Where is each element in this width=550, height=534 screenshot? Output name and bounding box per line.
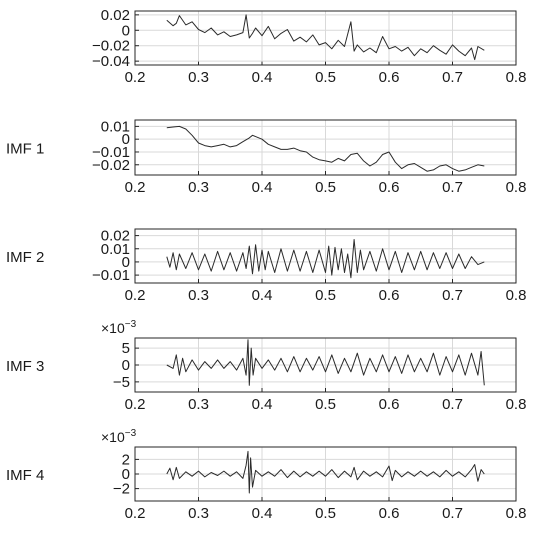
exponent-base: ×10 <box>101 429 125 445</box>
y-tick-label: 0 <box>122 357 130 374</box>
y-axis-label: IMF 3 <box>6 358 44 375</box>
x-tick-label: 0.3 <box>188 287 209 304</box>
y-axis-label: IMF 2 <box>6 249 44 266</box>
x-tick-label: 0.2 <box>125 69 146 86</box>
x-tick-label: 0.6 <box>379 505 400 522</box>
y-tick-label: 5 <box>122 340 130 357</box>
x-tick-label: 0.8 <box>506 69 527 86</box>
x-tick-label: 0.5 <box>315 505 336 522</box>
x-tick-label: 0.8 <box>506 179 527 196</box>
x-tick-label: 0.7 <box>442 179 463 196</box>
exponent-power: −3 <box>125 428 137 439</box>
x-tick-label: 0.3 <box>188 505 209 522</box>
x-tick-label: 0.4 <box>252 505 273 522</box>
x-tick-label: 0.2 <box>125 287 146 304</box>
y-tick-label: −0.04 <box>92 53 130 70</box>
x-tick-label: 0.6 <box>379 69 400 86</box>
x-tick-label: 0.4 <box>252 287 273 304</box>
x-tick-label: 0.8 <box>506 396 527 413</box>
x-tick-label: 0.3 <box>188 69 209 86</box>
y-tick-label: −5 <box>113 374 130 391</box>
x-tick-label: 0.3 <box>188 179 209 196</box>
x-tick-label: 0.2 <box>125 179 146 196</box>
x-tick-label: 0.6 <box>379 287 400 304</box>
x-tick-label: 0.2 <box>125 505 146 522</box>
x-tick-label: 0.4 <box>252 179 273 196</box>
exponent-power: −3 <box>125 319 137 330</box>
x-tick-label: 0.5 <box>315 179 336 196</box>
x-tick-label: 0.2 <box>125 396 146 413</box>
x-tick-label: 0.7 <box>442 69 463 86</box>
x-tick-label: 0.7 <box>442 396 463 413</box>
x-tick-label: 0.6 <box>379 179 400 196</box>
x-tick-label: 0.8 <box>506 505 527 522</box>
y-tick-label: −2 <box>113 481 130 498</box>
y-axis-label: IMF 1 <box>6 141 44 158</box>
exponent-base: ×10 <box>101 320 125 336</box>
x-tick-label: 0.5 <box>315 287 336 304</box>
x-tick-label: 0.3 <box>188 396 209 413</box>
y-axis-exponent: ×10−3 <box>101 319 137 336</box>
x-tick-label: 0.4 <box>252 396 273 413</box>
y-axis-exponent: ×10−3 <box>101 428 137 445</box>
x-tick-label: 0.5 <box>315 69 336 86</box>
x-tick-label: 0.8 <box>506 287 527 304</box>
x-tick-label: 0.6 <box>379 396 400 413</box>
panel-4: 0.2 0.3 0.4 0.5 0.6 0.7 0.8 50−5 IMF 3 ×10−3 <box>6 319 526 413</box>
panel-1: 0.2 0.3 0.4 0.5 0.6 0.7 0.80.020−0.02−0.04 <box>92 7 526 86</box>
x-tick-label: 0.4 <box>252 69 273 86</box>
y-axis-label: IMF 4 <box>6 467 44 484</box>
x-tick-label: 0.7 <box>442 287 463 304</box>
x-tick-label: 0.5 <box>315 396 336 413</box>
y-tick-label: −0.01 <box>92 267 130 284</box>
y-tick-label: −0.02 <box>92 157 130 174</box>
x-tick-label: 0.7 <box>442 505 463 522</box>
panel-2: 0.2 0.3 0.4 0.5 0.6 0.7 0.80.010−0.01−0.02IMF … <box>6 118 526 196</box>
